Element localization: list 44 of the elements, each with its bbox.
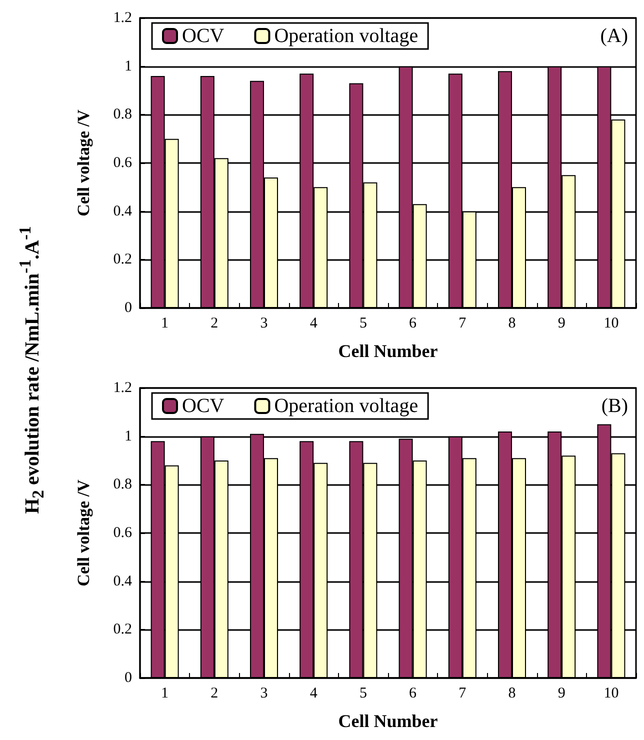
y-tick-label: 0.4 [113,203,132,220]
x-tick-label: 2 [210,686,218,702]
y-tick-label: 0.2 [113,252,132,268]
x-tick-label: 7 [458,686,467,702]
x-tick-label: 5 [359,686,367,702]
y-tick-label: 1 [124,58,132,74]
y-tick-label: 0 [124,300,132,316]
x-tick-label: 2 [210,316,218,332]
x-tick-label: 9 [558,686,566,702]
x-tick-label: 6 [409,686,418,702]
x-tick-label: 10 [604,686,619,702]
y-tick-label: 1.2 [113,380,132,396]
y-tick-label: 0.8 [113,476,132,493]
y-axis-title: Cell voltage /V [74,108,93,216]
annotation: (B) [601,395,628,417]
x-tick-label: 3 [260,316,268,332]
x-tick-label: 3 [260,686,268,702]
y-tick-label: 0.6 [113,155,132,171]
y-tick-label: 0 [124,670,132,686]
legend-label: Operation voltage [274,395,418,417]
x-tick-label: 1 [161,316,169,332]
x-axis-title: Cell Number [338,711,438,731]
x-tick-label: 10 [604,316,619,332]
y-tick-label: 1.2 [113,10,132,26]
annotation: (A) [600,25,628,47]
y-tick-label: 0.4 [113,573,132,590]
x-axis-title: Cell Number [338,341,438,361]
x-tick-label: 8 [508,316,516,332]
y-tick-label: 0.6 [113,525,132,541]
y-tick-label: 1 [124,428,132,444]
legend-label: OCV [182,25,225,47]
x-tick-label: 4 [310,686,318,702]
x-tick-label: 1 [161,686,169,702]
x-tick-label: 5 [359,316,367,332]
x-tick-label: 7 [458,316,467,332]
x-tick-label: 8 [508,686,516,702]
y-axis-title: Cell voltage /V [74,478,93,586]
y-tick-label: 0.2 [113,622,132,638]
legend-label: Operation voltage [274,25,418,47]
x-tick-label: 9 [558,316,566,332]
x-tick-label: 4 [310,316,318,332]
y-tick-label: 0.8 [113,106,132,123]
x-tick-label: 6 [409,316,418,332]
legend-label: OCV [182,395,225,417]
